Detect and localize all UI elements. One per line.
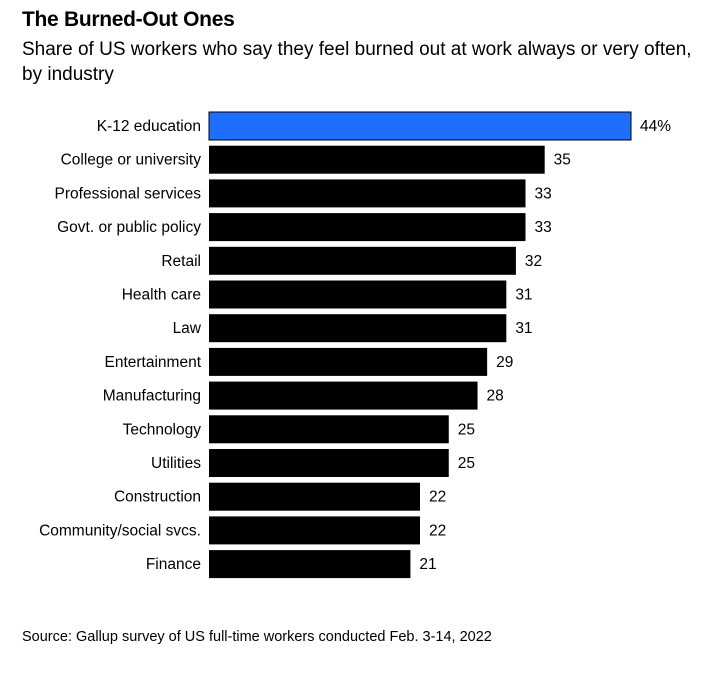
category-label: Law: [173, 320, 202, 337]
value-label: 32: [525, 253, 542, 270]
category-label: Entertainment: [105, 354, 202, 371]
bar-6: [209, 314, 507, 343]
bar-7: [209, 347, 488, 376]
category-label: Construction: [114, 489, 201, 506]
value-label: 44%: [640, 118, 671, 135]
category-label: Technology: [123, 421, 202, 438]
category-label: Health care: [122, 287, 201, 304]
bar-2: [209, 179, 526, 208]
bar-10: [209, 449, 449, 477]
value-label: 31: [515, 320, 532, 337]
chart-subtitle: Share of US workers who say they feel bu…: [22, 39, 692, 85]
source-note: Source: Gallup survey of US full-time wo…: [22, 629, 492, 645]
value-label: 33: [535, 185, 552, 202]
bar-1: [209, 145, 545, 174]
bar-5: [209, 280, 507, 309]
category-label: Finance: [146, 556, 201, 573]
bars-layer: K-12 education 44% College or university 35…: [39, 111, 671, 579]
category-label: Professional services: [55, 185, 202, 202]
category-label: Utilities: [151, 455, 201, 472]
value-label: 21: [419, 556, 436, 573]
chart-title: The Burned-Out Ones: [22, 8, 235, 31]
category-label: Community/social svcs.: [39, 522, 201, 539]
category-label: K-12 education: [97, 118, 201, 135]
value-label: 29: [496, 354, 513, 371]
value-label: 25: [458, 455, 475, 472]
value-label: 22: [429, 489, 446, 506]
value-label: 31: [515, 287, 532, 304]
value-label: 22: [429, 522, 446, 539]
category-label: Manufacturing: [103, 388, 201, 405]
value-label: 33: [535, 219, 552, 236]
bar-8: [209, 381, 478, 410]
category-label: Retail: [161, 253, 201, 270]
bar-9: [209, 415, 449, 444]
bar-chart: K-12 education 44% College or university 35…: [39, 111, 671, 579]
value-label: 28: [487, 388, 504, 405]
bar-3: [209, 213, 526, 242]
category-label: College or university: [61, 152, 202, 169]
bar-11: [209, 482, 420, 511]
bar-0: [208, 111, 632, 141]
category-label: Govt. or public policy: [57, 219, 201, 236]
bar-4: [209, 246, 516, 275]
value-label: 35: [554, 152, 571, 169]
value-label: 25: [458, 421, 475, 438]
bar-12: [209, 516, 420, 545]
bar-13: [209, 550, 411, 579]
